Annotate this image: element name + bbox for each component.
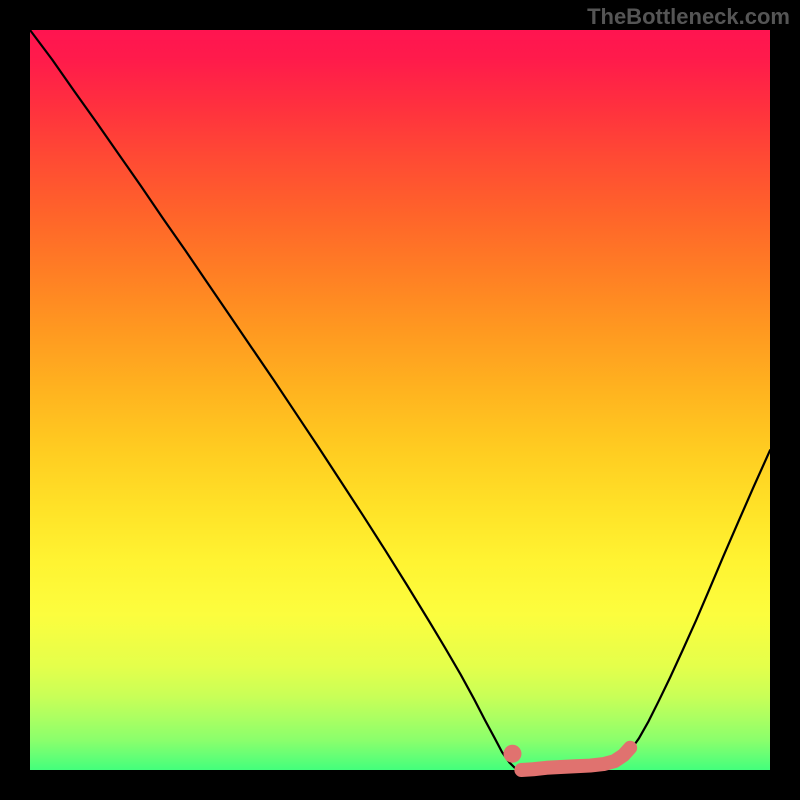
- chart-background: [30, 30, 770, 770]
- bottleneck-chart: [0, 0, 800, 800]
- watermark-text: TheBottleneck.com: [587, 4, 790, 30]
- optimal-start-dot: [503, 745, 521, 763]
- chart-container: TheBottleneck.com: [0, 0, 800, 800]
